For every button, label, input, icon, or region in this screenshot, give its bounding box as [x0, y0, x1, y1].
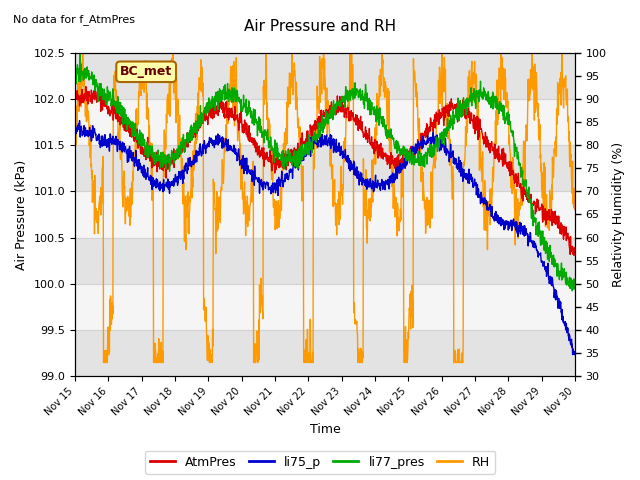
Text: BC_met: BC_met — [120, 65, 172, 78]
Bar — [75, 145, 575, 192]
Legend: AtmPres, li75_p, li77_pres, RH: AtmPres, li75_p, li77_pres, RH — [145, 451, 495, 474]
Bar — [75, 238, 575, 284]
Text: Air Pressure and RH: Air Pressure and RH — [244, 19, 396, 34]
Y-axis label: Air Pressure (kPa): Air Pressure (kPa) — [15, 159, 28, 270]
X-axis label: Time: Time — [310, 423, 340, 436]
Bar — [75, 53, 575, 99]
Y-axis label: Relativity Humidity (%): Relativity Humidity (%) — [612, 142, 625, 287]
Text: No data for f_AtmPres: No data for f_AtmPres — [13, 14, 135, 25]
Bar — [75, 330, 575, 376]
